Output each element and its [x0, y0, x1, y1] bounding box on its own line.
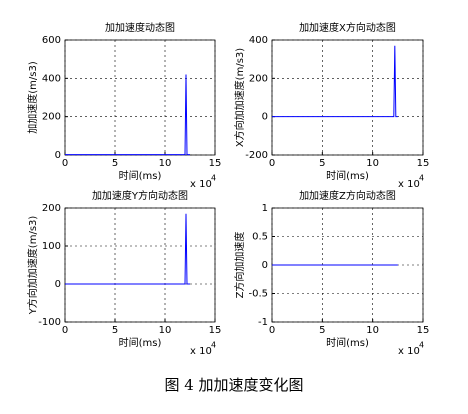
x-tick-label: 5: [112, 325, 118, 336]
y-tick-label: -200: [245, 150, 268, 161]
chart-title: 加加速度Y方向动态图: [92, 189, 188, 202]
y-tick-label: -100: [38, 317, 61, 328]
chart-title: 加加速度动态图: [105, 21, 175, 34]
x-axis-label: 时间(ms): [119, 169, 162, 182]
y-tick-label: 0: [55, 279, 61, 290]
x-multiplier-exponent: 4: [419, 341, 424, 350]
x-tick-label: 10: [366, 325, 379, 336]
axes-box: [271, 39, 424, 156]
y-axis-label: Z方向加加速度: [233, 232, 246, 299]
y-tick-label: 200: [42, 112, 61, 123]
x-tick-label: 0: [269, 158, 275, 169]
y-tick-label: 100: [42, 241, 61, 252]
x-tick-label: 10: [159, 325, 172, 336]
chart-title: 加加速度Z方向动态图: [299, 189, 396, 202]
x-tick-label: 15: [209, 158, 222, 169]
y-tick-label: 400: [42, 73, 61, 84]
plot-area: [65, 208, 215, 322]
x-multiplier-exponent: 4: [211, 174, 216, 183]
x-multiplier: x 10: [398, 179, 420, 190]
y-axis-label: 加加速度(m/s3): [26, 61, 39, 134]
x-axis-label: 时间(ms): [119, 336, 162, 349]
axes-box: [64, 207, 216, 323]
x-tick-label: 5: [319, 158, 325, 169]
x-tick-label: 5: [319, 325, 325, 336]
x-axis-label: 时间(ms): [326, 169, 369, 182]
x-tick-label: 15: [417, 325, 430, 336]
x-multiplier: x 10: [190, 179, 212, 190]
y-tick-label: 400: [249, 35, 268, 46]
y-tick-label: 0.5: [252, 232, 268, 243]
plot-area: [65, 40, 215, 155]
x-multiplier: x 10: [190, 346, 212, 357]
x-tick-label: 15: [417, 158, 430, 169]
y-tick-label: 0: [262, 260, 268, 271]
plot-area: [272, 40, 423, 155]
x-tick-label: 0: [269, 325, 275, 336]
y-tick-label: 1: [262, 203, 268, 214]
x-tick-label: 10: [366, 158, 379, 169]
y-tick-label: -0.5: [248, 289, 268, 300]
y-tick-label: 0: [262, 112, 268, 123]
caption: 图 4 加加速度变化图: [164, 376, 303, 394]
x-tick-label: 5: [112, 158, 118, 169]
y-tick-label: 200: [42, 203, 61, 214]
x-multiplier-exponent: 4: [419, 174, 424, 183]
x-multiplier: x 10: [398, 346, 420, 357]
y-axis-label: X方向加加速度(m/s3): [233, 48, 246, 147]
y-tick-label: -1: [258, 317, 268, 328]
y-tick-label: 600: [42, 35, 61, 46]
x-tick-label: 10: [159, 158, 172, 169]
x-multiplier-exponent: 4: [211, 341, 216, 350]
data-line: [65, 74, 190, 156]
chart-title: 加加速度X方向动态图: [299, 21, 396, 34]
y-tick-label: 200: [249, 73, 268, 84]
x-axis-label: 时间(ms): [326, 336, 369, 349]
data-line: [65, 213, 190, 285]
x-tick-label: 0: [62, 325, 68, 336]
subplot: -1-0.500.510 5 10 15加加速度Z方向动态图时间(ms)Z方向加加速度…: [233, 189, 429, 357]
y-tick-label: 0: [55, 150, 61, 161]
x-tick-label: 0: [62, 158, 68, 169]
data-line: [272, 45, 398, 118]
x-tick-label: 15: [209, 325, 222, 336]
y-axis-label: Y方向加加速度(m/s3): [26, 216, 39, 316]
